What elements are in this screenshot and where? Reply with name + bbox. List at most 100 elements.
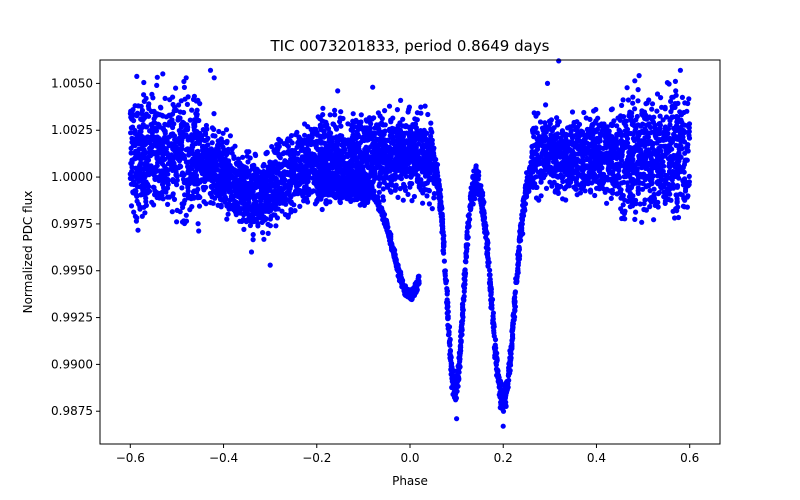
data-point — [542, 164, 548, 170]
data-point — [170, 193, 176, 199]
data-point — [651, 217, 657, 223]
data-point — [202, 178, 208, 184]
data-point — [592, 172, 598, 178]
data-point — [400, 116, 406, 122]
data-point — [269, 144, 275, 150]
data-point — [132, 155, 138, 161]
data-point — [332, 107, 338, 113]
data-point — [636, 160, 642, 166]
data-point — [259, 186, 265, 192]
data-point — [129, 116, 135, 122]
data-point — [625, 97, 632, 103]
data-point — [472, 187, 478, 193]
data-point — [262, 175, 268, 181]
data-point — [354, 155, 360, 161]
data-point — [405, 191, 411, 197]
data-point — [618, 180, 625, 186]
data-point — [517, 234, 523, 240]
data-point — [675, 100, 681, 106]
data-point — [275, 180, 281, 186]
data-point — [580, 129, 586, 135]
data-point — [562, 186, 568, 192]
data-point — [371, 115, 377, 121]
data-point — [243, 165, 249, 171]
data-point — [492, 337, 499, 343]
data-point — [160, 113, 166, 119]
data-point — [381, 131, 387, 137]
data-point — [630, 94, 636, 100]
data-point — [273, 223, 279, 229]
data-point — [665, 126, 672, 132]
data-point — [146, 183, 152, 190]
data-point — [647, 188, 653, 194]
data-point — [448, 353, 454, 359]
data-point — [572, 151, 578, 157]
data-point — [635, 87, 641, 93]
data-point — [214, 173, 220, 179]
data-point — [380, 194, 386, 200]
data-point — [194, 129, 200, 135]
data-point — [613, 176, 619, 182]
data-point — [459, 332, 465, 338]
data-point — [362, 156, 369, 162]
data-point — [190, 189, 197, 195]
data-point — [237, 180, 243, 186]
data-point — [261, 161, 267, 168]
data-point — [337, 119, 343, 125]
data-point — [159, 168, 165, 174]
data-point — [425, 111, 431, 118]
data-point — [637, 149, 644, 155]
data-point — [662, 177, 669, 183]
data-point — [490, 310, 496, 316]
data-point — [441, 233, 447, 239]
data-point — [314, 132, 320, 138]
data-point — [486, 259, 492, 265]
data-point — [473, 172, 479, 178]
data-point — [680, 203, 687, 209]
data-point — [461, 281, 467, 287]
data-point — [298, 144, 304, 150]
data-point — [339, 152, 345, 158]
data-point — [194, 159, 200, 165]
data-point — [607, 170, 613, 176]
data-point — [572, 159, 579, 165]
data-point — [414, 152, 421, 158]
data-point — [674, 192, 680, 198]
data-point — [191, 93, 197, 99]
data-point — [151, 202, 157, 208]
data-point — [150, 184, 156, 190]
data-point — [444, 291, 450, 297]
data-point — [463, 254, 469, 260]
data-point — [299, 176, 305, 182]
data-point — [645, 139, 652, 145]
data-point — [331, 135, 337, 141]
data-point — [208, 191, 214, 197]
data-point — [427, 143, 433, 149]
data-point — [215, 142, 221, 148]
data-point — [219, 160, 225, 167]
data-point — [152, 113, 158, 119]
data-point — [416, 141, 422, 147]
data-point — [596, 144, 602, 150]
data-point — [406, 104, 412, 110]
data-point — [624, 85, 630, 91]
data-point — [258, 194, 264, 200]
data-point — [320, 105, 326, 111]
data-point — [657, 130, 663, 137]
data-point — [185, 180, 191, 186]
data-point — [132, 213, 138, 219]
data-point — [191, 121, 197, 127]
data-point — [583, 147, 589, 153]
data-point — [414, 160, 420, 166]
data-point — [682, 176, 688, 182]
data-point — [147, 145, 153, 151]
data-point — [488, 299, 495, 305]
data-point — [493, 366, 500, 372]
data-point — [447, 336, 453, 342]
data-point — [669, 114, 675, 120]
data-point — [220, 139, 226, 145]
data-point — [375, 110, 381, 116]
data-point — [654, 108, 660, 114]
data-point — [211, 111, 217, 117]
data-point — [519, 215, 525, 221]
